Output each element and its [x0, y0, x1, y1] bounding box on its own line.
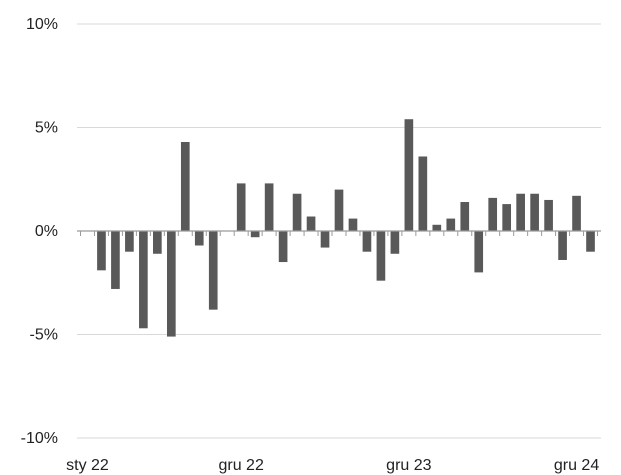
bar [320, 231, 330, 248]
bar [530, 193, 539, 231]
bar [586, 231, 595, 252]
bar [488, 197, 498, 231]
bar [474, 231, 484, 273]
bar [502, 204, 512, 231]
y-tick-label: -10% [21, 430, 58, 447]
bar [516, 193, 525, 231]
bar [334, 189, 344, 231]
x-tick-label: gru 23 [386, 457, 431, 474]
x-axis-labels: sty 22 gru 22 gru 23 gru 24 [66, 457, 599, 474]
bar [236, 183, 246, 231]
bar [292, 193, 302, 231]
bar [432, 224, 442, 231]
bar [153, 231, 162, 254]
y-axis-labels: 10% 5% 0% -5% -10% [21, 16, 58, 447]
bar [111, 231, 120, 289]
bar [125, 231, 134, 252]
bar [362, 231, 372, 252]
bar [544, 199, 553, 231]
y-tick-label: 5% [35, 120, 58, 137]
bar [460, 202, 470, 231]
bar [446, 218, 456, 231]
bar [194, 231, 204, 246]
zero-axis [77, 230, 601, 236]
bar [97, 231, 106, 271]
bar [250, 231, 260, 238]
bar [390, 231, 400, 254]
x-tick-label: sty 22 [66, 457, 109, 474]
bar [572, 195, 581, 231]
bar [376, 231, 386, 281]
bar [166, 231, 176, 337]
bar [278, 231, 288, 263]
y-tick-label: 10% [26, 16, 58, 33]
y-tick-label: 0% [35, 223, 58, 240]
bar [404, 119, 414, 231]
x-tick-label: gru 24 [554, 457, 599, 474]
bar [180, 141, 190, 231]
y-tick-label: -5% [30, 327, 58, 344]
bars [97, 119, 595, 337]
x-tick-label: gru 22 [218, 457, 263, 474]
bar [418, 156, 428, 231]
bar [348, 218, 358, 231]
bar [208, 231, 218, 310]
bar [139, 231, 148, 329]
gridlines [77, 23, 601, 439]
bar [558, 231, 567, 260]
bar [306, 216, 316, 231]
bar [264, 183, 274, 231]
